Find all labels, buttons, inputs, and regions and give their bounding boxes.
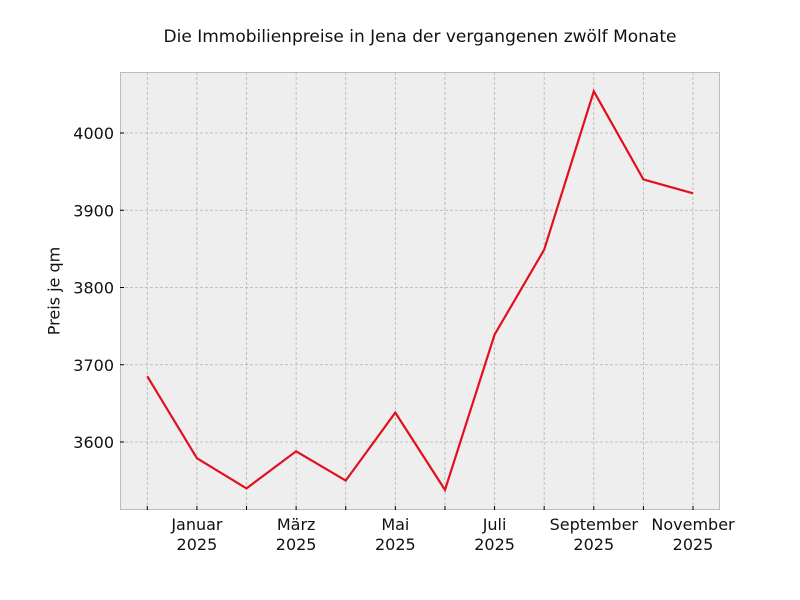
x-tick-label-year: 2025 xyxy=(474,535,515,554)
x-tick-label-month: Juli xyxy=(482,515,507,534)
y-axis-ticks: 3600 3700 3800 3900 4000 xyxy=(73,124,124,452)
plot-area xyxy=(120,72,720,510)
x-tick-label-year: 2025 xyxy=(276,535,317,554)
grid-lines xyxy=(120,72,720,510)
y-tick-label: 3600 xyxy=(73,433,114,452)
x-tick-label-month: September xyxy=(550,515,639,534)
x-tick-label-year: 2025 xyxy=(177,535,218,554)
y-tick-label: 3800 xyxy=(73,279,114,298)
y-tick-label: 4000 xyxy=(73,124,114,143)
x-tick-label-month: März xyxy=(277,515,316,534)
x-tick-label-year: 2025 xyxy=(375,535,416,554)
x-tick-label-year: 2025 xyxy=(573,535,614,554)
y-tick-label: 3900 xyxy=(73,201,114,220)
x-tick-label-year: 2025 xyxy=(673,535,714,554)
y-tick-label: 3700 xyxy=(73,356,114,375)
x-tick-label-month: November xyxy=(651,515,735,534)
price-line xyxy=(146,88,694,493)
x-axis-ticks: Januar2025März2025Mai2025Juli2025Septemb… xyxy=(146,506,735,554)
chart-title: Die Immobilienpreise in Jena der vergang… xyxy=(163,27,677,47)
x-tick-label-month: Januar xyxy=(170,515,223,534)
x-tick-label-month: Mai xyxy=(381,515,409,534)
